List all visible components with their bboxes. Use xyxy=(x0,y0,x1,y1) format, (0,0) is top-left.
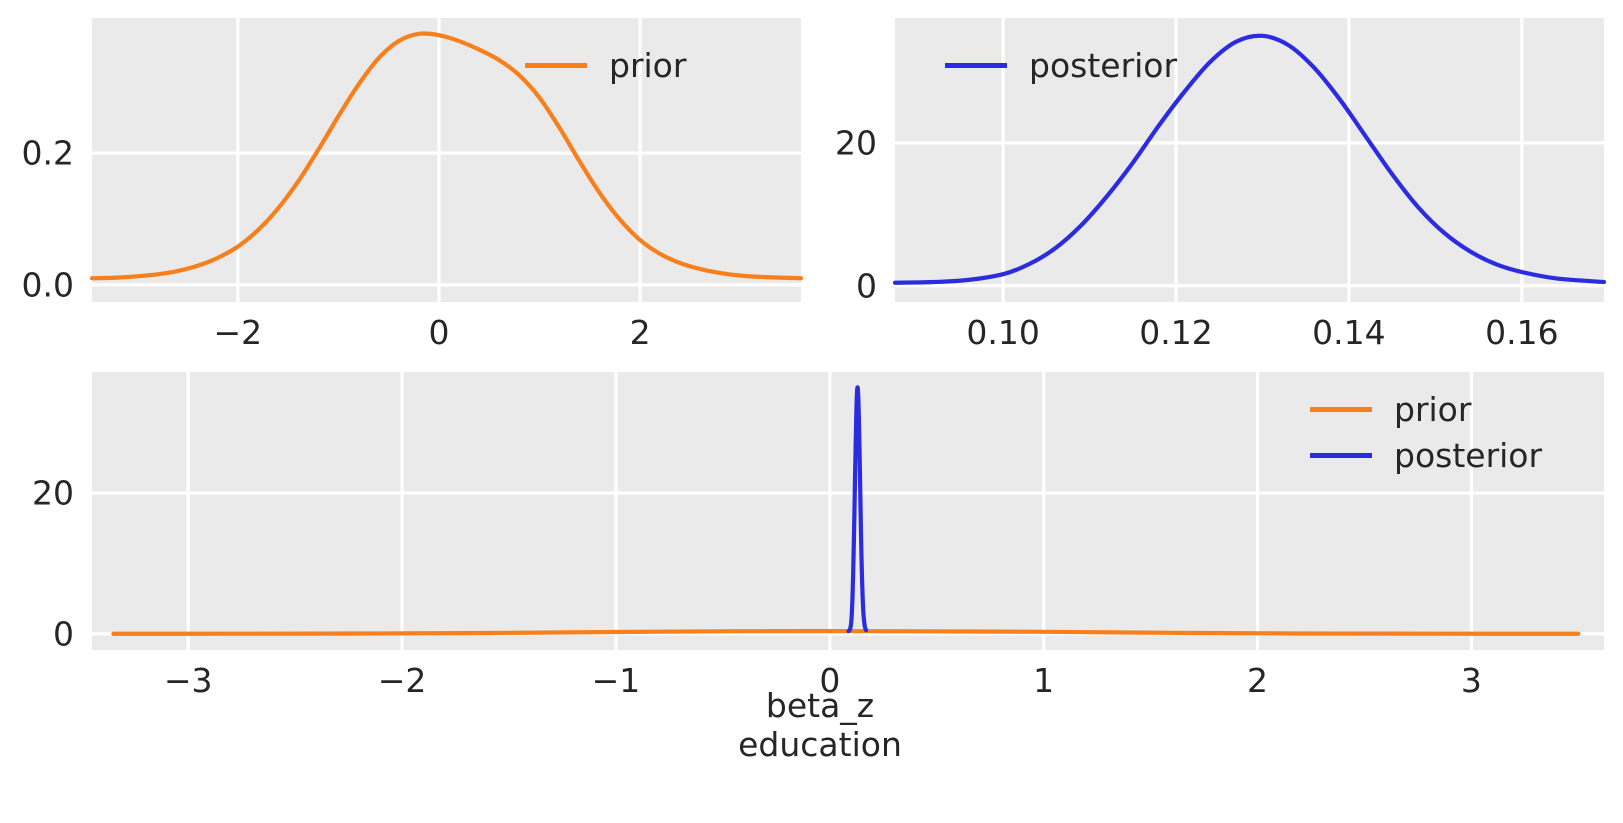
legend-label-prior: prior xyxy=(609,45,687,85)
y-tick-label: 0.2 xyxy=(21,133,74,173)
prior-legend: prior xyxy=(525,42,686,88)
legend-entry-prior[interactable]: prior xyxy=(525,42,686,88)
prior-panel-background xyxy=(92,18,801,302)
x-tick-label: 0 xyxy=(819,661,841,700)
legend-swatch-prior-icon xyxy=(1310,406,1372,412)
x-tick-label: 0.16 xyxy=(1485,313,1559,352)
posterior-panel-background xyxy=(895,18,1604,302)
posterior-plot-area xyxy=(892,18,1607,302)
x-tick-label: −3 xyxy=(163,661,213,700)
prior-plot-area xyxy=(89,18,804,302)
x-tick-label: 3 xyxy=(1460,661,1482,700)
legend-entry-posterior[interactable]: posterior xyxy=(945,42,1177,88)
combined-panel xyxy=(92,372,1604,650)
legend-label-posterior: posterior xyxy=(1394,435,1543,475)
x-tick-label: 1 xyxy=(1033,661,1055,700)
x-tick-label: 2 xyxy=(1247,661,1269,700)
y-tick-label: 0.0 xyxy=(21,265,74,305)
prior-panel xyxy=(89,18,804,302)
combined-panel-background xyxy=(92,372,1604,650)
y-tick-label: 20 xyxy=(835,123,877,163)
series-line-posterior xyxy=(892,33,1607,285)
x-tick-label: −1 xyxy=(591,661,641,700)
x-tick-label: −2 xyxy=(377,661,427,700)
combined-plot-area xyxy=(92,372,1604,650)
series-line-prior xyxy=(89,31,804,281)
x-axis-title: beta_z education xyxy=(738,686,902,764)
posterior-legend: posterior xyxy=(945,42,1177,88)
x-tick-label: −2 xyxy=(213,313,263,352)
x-tick-label: 0.12 xyxy=(1139,313,1213,352)
x-tick-label: 0 xyxy=(428,313,450,352)
legend-swatch-posterior-icon xyxy=(1310,452,1372,458)
x-tick-label: 2 xyxy=(629,313,651,352)
legend-label-prior: prior xyxy=(1394,389,1472,429)
series-line-prior xyxy=(111,629,1581,636)
legend-entry-prior[interactable]: prior xyxy=(1310,386,1542,432)
y-tick-label: 0 xyxy=(53,614,74,654)
y-tick-label: 20 xyxy=(32,473,74,513)
x-tick-label: 0.14 xyxy=(1312,313,1386,352)
posterior-panel xyxy=(892,18,1607,302)
series-line-posterior xyxy=(846,385,869,634)
combined-legend: prior posterior xyxy=(1310,386,1542,478)
legend-entry-posterior[interactable]: posterior xyxy=(1310,432,1542,478)
x-tick-label: 0.10 xyxy=(966,313,1040,352)
legend-label-posterior: posterior xyxy=(1029,45,1178,85)
y-tick-label: 0 xyxy=(856,266,877,306)
legend-swatch-prior-icon xyxy=(525,62,587,68)
legend-swatch-posterior-icon xyxy=(945,62,1007,68)
